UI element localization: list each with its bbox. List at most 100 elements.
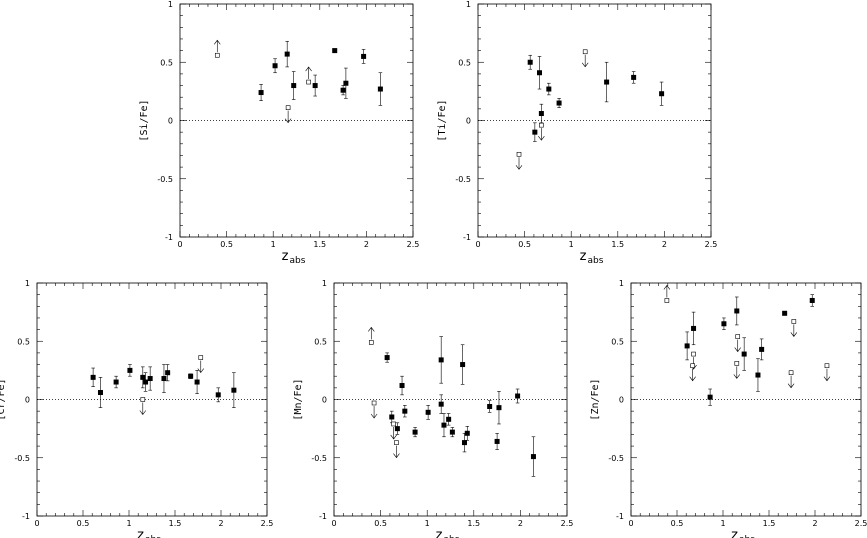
data-point-filled — [188, 373, 194, 379]
upper-limit-arrowhead — [393, 453, 400, 459]
y-axis-label: [Si/Fe] — [139, 99, 150, 141]
data-point-filled — [343, 80, 349, 86]
x-axis-label-main: z — [436, 528, 443, 538]
upper-limit-arrowhead — [790, 332, 798, 337]
panel-ti: 0 0.5 1 1.5 2 2.5 -1 -0.5 0 0.5 1 [Ti/Fe] z abs — [437, 0, 717, 266]
data-point-filled — [496, 405, 502, 411]
x-tick-label: 0 — [34, 519, 39, 528]
data-point-filled — [215, 392, 221, 398]
data-point-filled — [147, 376, 153, 382]
data-point-filled — [604, 79, 610, 85]
data-point-filled — [402, 408, 408, 414]
data-point-filled — [532, 129, 538, 135]
x-axis-label-main: z — [137, 528, 144, 538]
data-point-filled — [659, 91, 665, 97]
y-tick-label: -1 — [165, 233, 173, 242]
data-point-filled — [165, 370, 171, 376]
x-axis-label-main: z — [282, 249, 289, 264]
upper-limit-arrowhead — [733, 374, 741, 379]
y-tick-label: 0.5 — [17, 337, 30, 346]
x-tick-label: 2.5 — [855, 519, 867, 528]
upper-limit-arrowhead — [581, 62, 589, 68]
y-tick-label: 1 — [619, 279, 624, 288]
x-tick-label: 0.5 — [77, 519, 90, 528]
x-tick-label: 0.5 — [220, 240, 233, 249]
upper-limit-arrowhead — [538, 135, 545, 141]
x-axis-label-main: z — [731, 528, 738, 538]
x-tick-label: 1.5 — [467, 519, 480, 528]
upper-limit-arrowhead — [197, 368, 204, 374]
data-point-filled — [741, 351, 747, 357]
data-point-open — [582, 49, 588, 55]
data-point-filled — [143, 379, 149, 385]
upper-limit-arrowhead — [515, 165, 523, 170]
x-axis-label-subscript: abs — [145, 535, 161, 538]
y-tick-label: 0 — [168, 117, 173, 126]
x-tick-label: 2 — [812, 519, 817, 528]
y-tick-label: -0.5 — [311, 454, 327, 463]
upper-limit-arrowhead — [390, 434, 397, 440]
x-tick-label: 1.5 — [313, 240, 326, 249]
data-point-filled — [530, 454, 536, 460]
data-point-filled — [461, 440, 467, 446]
y-tick-label: 0 — [25, 396, 30, 405]
y-tick-label: 0 — [322, 396, 327, 405]
upper-limit-arrowhead — [787, 383, 795, 389]
lower-limit-arrowhead — [663, 284, 671, 290]
y-tick-label: -0.5 — [608, 454, 624, 463]
data-point-filled — [161, 376, 167, 382]
data-point-filled — [515, 393, 521, 399]
y-axis-label: [Cr/Fe] — [0, 378, 7, 420]
data-point-filled — [449, 429, 455, 435]
x-tick-label: 1 — [720, 519, 725, 528]
x-axis-label-subscript: abs — [739, 535, 755, 538]
x-axis-label-subscript: abs — [444, 535, 460, 538]
x-tick-label: 0.5 — [671, 519, 684, 528]
data-point-filled — [707, 394, 713, 400]
data-point-filled — [231, 387, 237, 393]
data-point-filled — [90, 374, 96, 380]
x-tick-label: 1 — [425, 519, 430, 528]
data-point-open — [734, 361, 740, 366]
x-tick-label: 1 — [126, 519, 131, 528]
data-point-filled — [284, 51, 290, 57]
data-point-filled — [389, 414, 395, 420]
data-point-open — [788, 370, 794, 376]
x-axis-label-subscript: abs — [290, 256, 306, 266]
data-point-open — [664, 298, 670, 303]
upper-limit-arrowhead — [139, 410, 147, 415]
data-point-filled — [438, 357, 444, 363]
x-tick-label: 1 — [271, 240, 276, 249]
upper-limit-arrowhead — [734, 347, 741, 353]
x-tick-label: 0 — [331, 519, 336, 528]
y-tick-label: 1 — [25, 279, 30, 288]
data-point-filled — [809, 297, 815, 303]
data-point-filled — [291, 83, 297, 89]
y-tick-label: -1 — [616, 512, 624, 521]
data-point-open — [285, 105, 291, 110]
data-point-filled — [113, 379, 119, 385]
lower-limit-arrowhead — [214, 39, 221, 45]
data-point-filled — [140, 374, 146, 380]
data-point-filled — [127, 367, 133, 373]
data-point-filled — [734, 308, 740, 314]
x-tick-label: 2 — [518, 519, 523, 528]
data-point-open — [391, 421, 396, 427]
y-tick-label: -1 — [22, 512, 30, 521]
upper-limit-arrowhead — [823, 376, 831, 382]
data-point-open — [791, 319, 797, 324]
data-point-filled — [759, 346, 765, 352]
y-tick-label: 0.5 — [611, 337, 624, 346]
x-tick-label: 1.5 — [763, 519, 776, 528]
y-tick-label: 1 — [168, 0, 173, 9]
panel-si: 0 0.5 1 1.5 2 2.5 -1 -0.5 0 0.5 1 [Si/Fe] z abs — [139, 0, 419, 266]
data-point-filled — [394, 426, 400, 432]
data-point-filled — [782, 310, 788, 316]
x-tick-label: 0 — [475, 240, 480, 249]
data-point-open — [735, 334, 741, 339]
y-tick-label: -0.5 — [14, 454, 30, 463]
data-point-open — [690, 363, 695, 369]
